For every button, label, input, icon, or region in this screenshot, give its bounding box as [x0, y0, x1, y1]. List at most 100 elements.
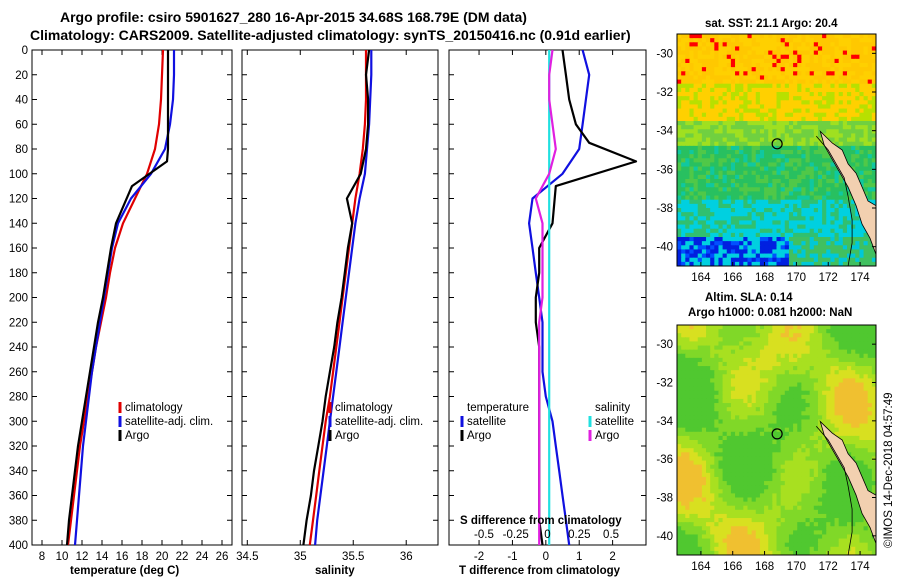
- map-cell: [776, 349, 782, 355]
- map-cell: [805, 329, 811, 334]
- map-cell: [788, 137, 794, 143]
- map-cell: [813, 166, 819, 172]
- map-cell: [817, 472, 823, 478]
- map-cell: [830, 208, 836, 213]
- map-cell: [797, 112, 802, 118]
- map-cell: [739, 162, 744, 168]
- map-cell: [826, 203, 831, 209]
- map-cell: [677, 179, 682, 184]
- map-cell: [822, 415, 827, 421]
- map-cell: [764, 476, 769, 482]
- map-cell: [685, 42, 691, 48]
- map-cell: [780, 378, 786, 384]
- map-cell: [701, 476, 707, 482]
- map-cell: [788, 75, 794, 81]
- map-cell: [747, 460, 753, 466]
- map-cell: [822, 158, 827, 164]
- map-cell: [859, 79, 865, 85]
- map-cell: [693, 100, 699, 106]
- map-cell: [817, 411, 823, 416]
- map-cell: [677, 63, 682, 68]
- map-cell: [822, 121, 827, 126]
- map-cell: [817, 407, 823, 412]
- map-cell: [759, 220, 765, 226]
- map-cell: [747, 472, 753, 478]
- map-cell: [859, 357, 865, 363]
- map-cell: [817, 100, 823, 106]
- map-cell: [809, 208, 815, 213]
- map-cell: [784, 460, 790, 466]
- map-cell: [693, 378, 699, 384]
- map-cell: [722, 261, 728, 266]
- map-cell: [842, 54, 848, 60]
- map-cell: [681, 481, 686, 486]
- map-cell: [726, 398, 732, 404]
- map-cell: [822, 382, 827, 388]
- map-cell: [722, 452, 728, 458]
- map-cell: [726, 71, 732, 77]
- map-cell: [710, 158, 715, 164]
- map-cell: [776, 54, 782, 60]
- map-cell: [730, 203, 736, 209]
- map-cell: [842, 145, 848, 151]
- map-cell: [788, 174, 794, 180]
- map-cell: [755, 145, 761, 151]
- map-cell: [788, 232, 794, 238]
- map-cell: [710, 58, 715, 64]
- map-cell: [822, 170, 827, 176]
- map-cell: [751, 75, 757, 81]
- map-cell: [772, 58, 778, 64]
- difference-xtick-label: -2: [474, 551, 484, 563]
- map-cell: [813, 476, 819, 482]
- map-cell: [842, 411, 848, 416]
- map-cell: [718, 353, 724, 359]
- map-cell: [805, 63, 811, 68]
- map-cell: [726, 452, 732, 458]
- map-cell: [851, 121, 856, 126]
- map-cell: [834, 224, 840, 230]
- map-cell: [838, 419, 844, 425]
- map-cell: [772, 448, 778, 453]
- map-cell: [751, 411, 757, 416]
- map-cell: [706, 468, 711, 474]
- map-cell: [846, 42, 852, 48]
- map-cell: [851, 46, 856, 52]
- map-cell: [834, 183, 840, 188]
- map-cell: [801, 333, 807, 338]
- map-cell: [751, 154, 757, 159]
- map-cell: [822, 407, 827, 412]
- map-cell: [722, 341, 728, 347]
- map-cell: [784, 390, 790, 396]
- map-cell: [747, 50, 753, 56]
- map-cell: [693, 476, 699, 482]
- map-cell: [697, 83, 703, 89]
- map-cell: [859, 34, 865, 39]
- map-cell: [759, 349, 765, 355]
- map-cell: [739, 249, 744, 255]
- map-cell: [772, 75, 778, 81]
- map-cell: [813, 253, 819, 259]
- map-cell: [710, 34, 715, 39]
- map-cell: [693, 444, 699, 449]
- map-cell: [834, 427, 840, 433]
- map-cell: [784, 58, 790, 64]
- map-cell: [846, 212, 852, 217]
- map-cell: [697, 476, 703, 482]
- map-cell: [739, 228, 744, 234]
- map-cell: [813, 42, 819, 48]
- map-cell: [793, 166, 798, 172]
- map-cell: [710, 104, 715, 110]
- map-cell: [726, 174, 732, 180]
- map-cell: [751, 481, 757, 486]
- map-cell: [822, 150, 827, 155]
- map-cell: [788, 79, 794, 85]
- map-cell: [772, 415, 778, 421]
- map-cell: [693, 162, 699, 168]
- map-cell: [830, 67, 836, 72]
- map-cell: [855, 220, 861, 226]
- map-cell: [805, 468, 811, 474]
- map-cell: [718, 75, 724, 81]
- map-cell: [817, 349, 823, 355]
- map-cell: [809, 203, 815, 209]
- map-cell: [855, 121, 861, 126]
